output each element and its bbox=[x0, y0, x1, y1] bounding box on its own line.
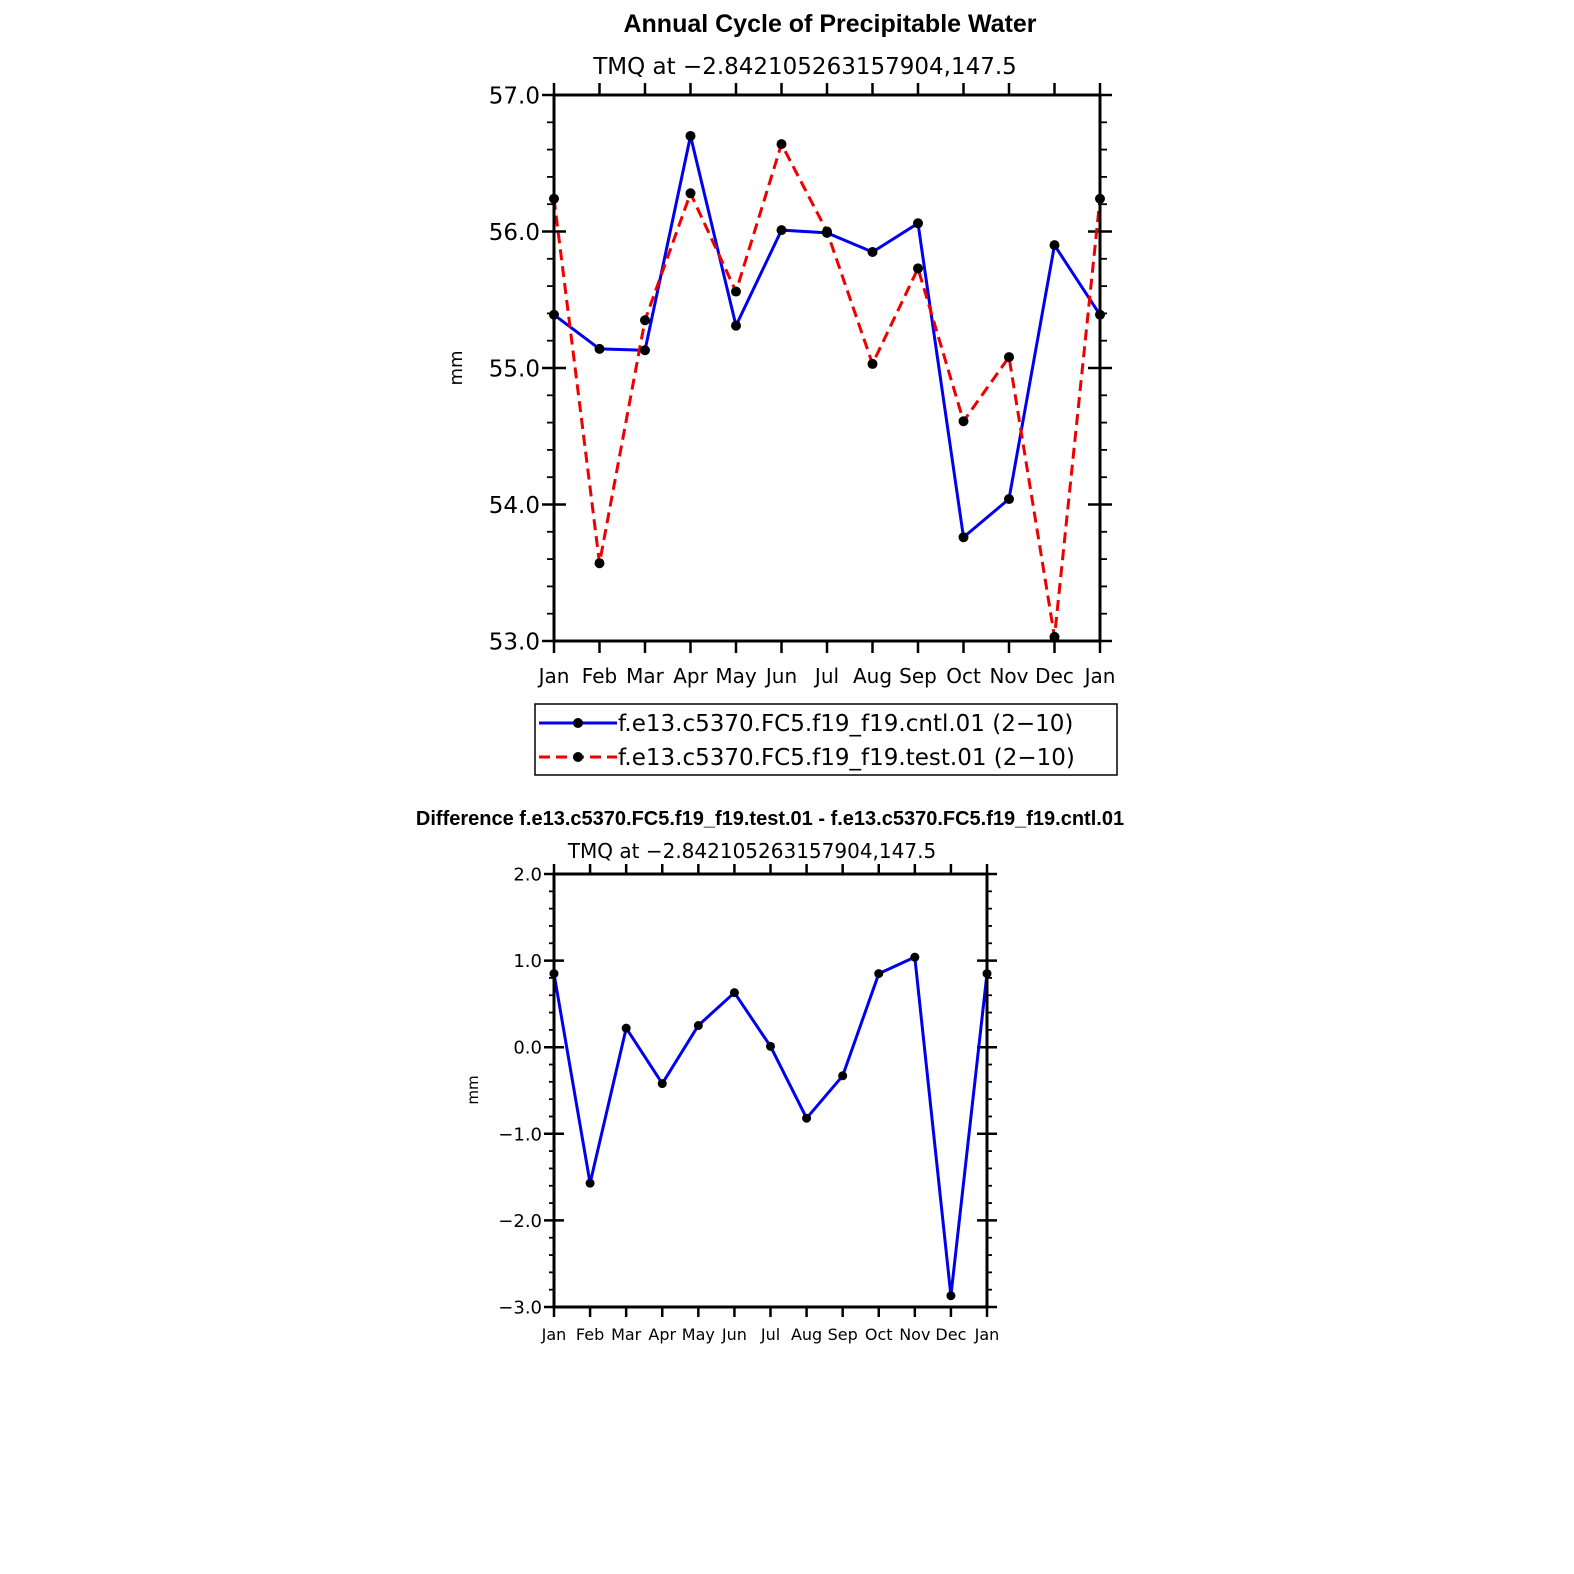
data-point bbox=[640, 315, 650, 326]
data-point bbox=[657, 1079, 667, 1089]
legend-marker-test bbox=[573, 752, 583, 762]
series-lines bbox=[552, 954, 989, 1296]
series-line-0 bbox=[553, 135, 1102, 541]
series-line-0 bbox=[552, 954, 989, 1296]
y-tick-label: 2.0 bbox=[513, 864, 542, 885]
x-tick-label: May bbox=[682, 1325, 715, 1344]
x-tick-label: Oct bbox=[946, 664, 981, 688]
legend-label-test: f.e13.c5370.FC5.f19_f19.test.01 (2−10) bbox=[618, 745, 1075, 771]
y-axis-label: mm bbox=[446, 350, 467, 385]
x-tick-label: Apr bbox=[673, 664, 708, 688]
y-tick-label: −1.0 bbox=[498, 1124, 542, 1145]
difference-chart: Difference f.e13.c5370.FC5.f19_f19.test.… bbox=[416, 808, 1124, 1344]
data-point bbox=[594, 343, 605, 354]
y-axis-label: mm bbox=[464, 1075, 482, 1104]
legend-marker-cntl bbox=[573, 718, 583, 728]
x-tick-label: Mar bbox=[626, 664, 665, 688]
data-point bbox=[802, 1113, 812, 1123]
data-point bbox=[693, 1021, 703, 1031]
data-point bbox=[1004, 352, 1014, 363]
plot-frame bbox=[552, 872, 989, 1309]
x-tick-label: Feb bbox=[582, 664, 617, 688]
data-point bbox=[822, 226, 832, 237]
legend: f.e13.c5370.FC5.f19_f19.cntl.01 (2−10) f… bbox=[534, 703, 1118, 776]
data-point bbox=[867, 246, 878, 257]
data-point bbox=[958, 416, 969, 427]
chart-title: Annual Cycle of Precipitable Water bbox=[623, 10, 1036, 38]
x-tick-label: Sep bbox=[828, 1325, 858, 1344]
x-tick-label: Aug bbox=[853, 664, 892, 688]
x-tick-label: Apr bbox=[648, 1325, 676, 1344]
series-line-1 bbox=[552, 140, 1102, 638]
legend-label-cntl: f.e13.c5370.FC5.f19_f19.cntl.01 (2−10) bbox=[618, 711, 1073, 737]
chart-title: Difference f.e13.c5370.FC5.f19_f19.test.… bbox=[416, 808, 1124, 830]
x-tick-label: Jan bbox=[541, 1325, 567, 1344]
legend-frame bbox=[534, 703, 1118, 776]
x-tick-label: Jan bbox=[537, 664, 570, 688]
data-point bbox=[913, 263, 923, 274]
data-point bbox=[1004, 494, 1014, 505]
x-tick-label: Oct bbox=[865, 1325, 893, 1344]
plot-frame bbox=[552, 93, 1102, 643]
x-tick-label: Sep bbox=[899, 664, 937, 688]
x-tick-labels: Jan Feb Mar Apr May Jun Jul Aug Sep Oct Nov Dec Jan bbox=[537, 664, 1116, 688]
x-tick-label: Jan bbox=[1083, 664, 1116, 688]
chart-subtitle: TMQ at −2.842105263157904,147.5 bbox=[592, 54, 1017, 80]
data-point bbox=[731, 286, 741, 297]
x-tick-label: Nov bbox=[899, 1325, 930, 1344]
data-point bbox=[776, 225, 787, 236]
x-tick-label: Dec bbox=[935, 1325, 966, 1344]
x-tick-label: Feb bbox=[576, 1325, 604, 1344]
x-tick-label: Jul bbox=[760, 1325, 780, 1344]
x-tick-label: Nov bbox=[989, 664, 1028, 688]
data-point bbox=[585, 1178, 595, 1188]
data-point bbox=[594, 558, 605, 569]
x-tick-label: Jan bbox=[974, 1325, 1000, 1344]
data-point bbox=[729, 988, 739, 998]
series-points bbox=[549, 130, 1105, 642]
x-tick-labels: Jan Feb Mar Apr May Jun Jul Aug Sep Oct Nov Dec Jan bbox=[541, 1325, 1000, 1344]
y-tick-label: −2.0 bbox=[498, 1211, 542, 1232]
data-point bbox=[913, 218, 923, 229]
y-tick-label: 1.0 bbox=[513, 951, 542, 972]
x-tick-label: Aug bbox=[791, 1325, 822, 1344]
y-tick-label: 54.0 bbox=[489, 493, 540, 519]
chart-subtitle: TMQ at −2.842105263157904,147.5 bbox=[567, 839, 936, 863]
y-tick-label: 0.0 bbox=[513, 1038, 542, 1059]
y-tick-label: 57.0 bbox=[489, 83, 540, 109]
axis-ticks bbox=[544, 864, 997, 1317]
data-point bbox=[640, 345, 650, 356]
x-tick-label: Mar bbox=[611, 1325, 642, 1344]
data-point bbox=[685, 188, 696, 199]
x-tick-label: Jun bbox=[764, 664, 797, 688]
data-point bbox=[946, 1291, 956, 1301]
x-tick-label: Jul bbox=[813, 664, 839, 688]
data-point bbox=[731, 320, 741, 331]
x-tick-label: May bbox=[715, 664, 757, 688]
series-lines bbox=[552, 135, 1102, 638]
y-tick-labels: 53.0 54.0 55.0 56.0 57.0 bbox=[489, 83, 540, 655]
data-point bbox=[910, 952, 920, 962]
y-tick-label: 55.0 bbox=[489, 356, 540, 382]
data-point bbox=[1049, 240, 1060, 251]
data-point bbox=[685, 130, 696, 141]
x-tick-label: Jun bbox=[721, 1325, 747, 1344]
x-tick-label: Dec bbox=[1035, 664, 1074, 688]
data-point bbox=[838, 1071, 848, 1081]
axis-ticks bbox=[542, 83, 1112, 653]
data-point bbox=[867, 358, 878, 369]
y-tick-label: −3.0 bbox=[498, 1297, 542, 1318]
data-point bbox=[958, 532, 969, 543]
data-point bbox=[621, 1023, 631, 1033]
data-point bbox=[776, 139, 787, 150]
series-points bbox=[549, 952, 992, 1301]
y-tick-labels: −3.0 −2.0 −1.0 0.0 1.0 2.0 bbox=[498, 864, 542, 1318]
data-point bbox=[1049, 631, 1060, 642]
y-tick-label: 56.0 bbox=[489, 220, 540, 246]
annual-cycle-chart: Annual Cycle of Precipitable Water TMQ a… bbox=[446, 10, 1118, 776]
data-point bbox=[874, 969, 884, 979]
data-point bbox=[766, 1041, 775, 1051]
y-tick-label: 53.0 bbox=[489, 629, 540, 655]
